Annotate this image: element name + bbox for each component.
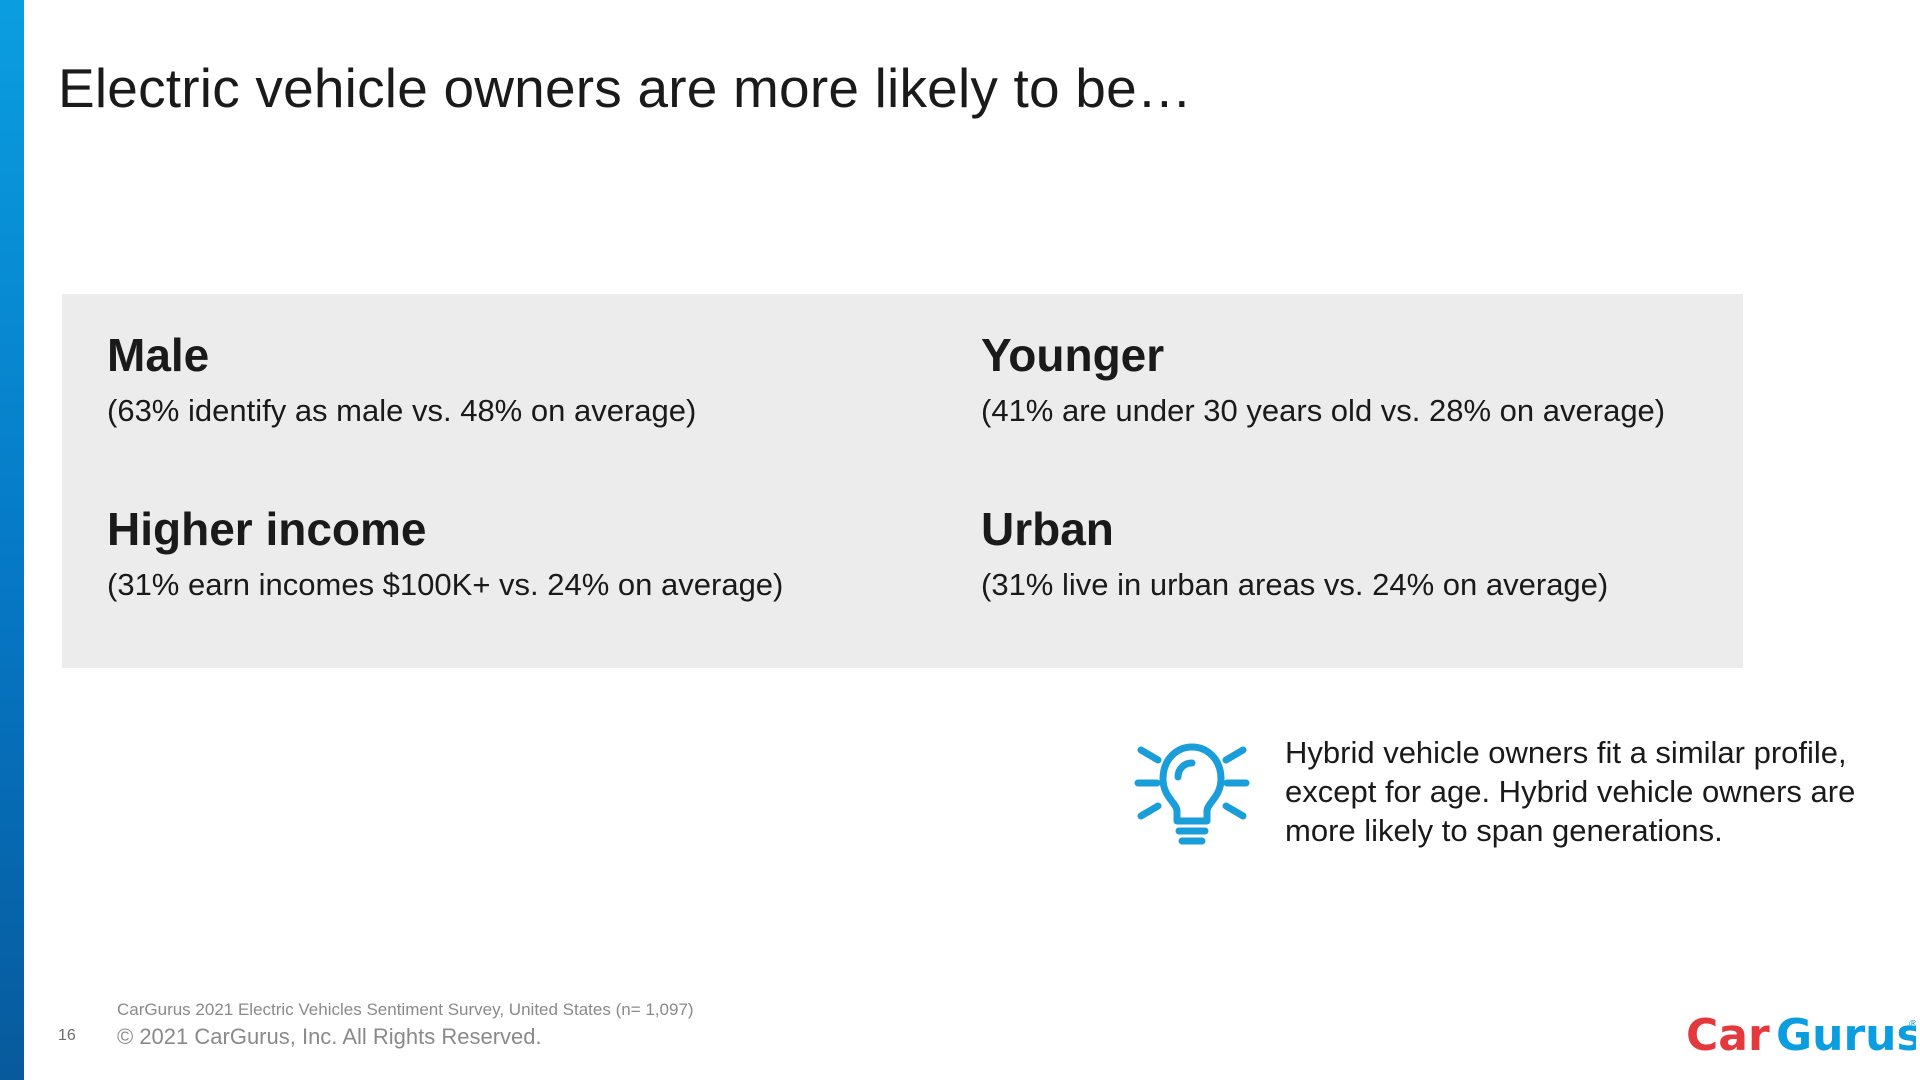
- cargurus-logo: Car Gurus ®: [1686, 1010, 1916, 1061]
- source-note: CarGurus 2021 Electric Vehicles Sentimen…: [117, 1000, 694, 1019]
- page-number: 16: [58, 1027, 76, 1044]
- stat-urban: Urban (31% live in urban areas vs. 24% o…: [981, 504, 1781, 603]
- stats-panel: Male (63% identify as male vs. 48% on av…: [62, 294, 1743, 668]
- stat-detail: (63% identify as male vs. 48% on average…: [107, 392, 697, 428]
- svg-text:®: ®: [1908, 1019, 1916, 1030]
- lightbulb-icon: [1134, 743, 1250, 845]
- stat-heading: Younger: [981, 329, 1165, 381]
- slide-title: Electric vehicle owners are more likely …: [58, 57, 1193, 119]
- stat-detail: (31% earn incomes $100K+ vs. 24% on aver…: [107, 566, 784, 602]
- stat-higher-income: Higher income (31% earn incomes $100K+ v…: [107, 504, 907, 603]
- accent-bar: [0, 0, 24, 1080]
- svg-text:Gurus: Gurus: [1776, 1010, 1916, 1061]
- copyright-notice: © 2021 CarGurus, Inc. All Rights Reserve…: [117, 1024, 542, 1049]
- insight-text: Hybrid vehicle owners fit a similar prof…: [1285, 735, 1856, 848]
- stat-younger: Younger (41% are under 30 years old vs. …: [981, 330, 1781, 429]
- stat-detail: (41% are under 30 years old vs. 28% on a…: [981, 392, 1666, 428]
- stat-heading: Male: [107, 329, 210, 381]
- stat-heading: Urban: [981, 503, 1114, 555]
- stat-detail: (31% live in urban areas vs. 24% on aver…: [981, 566, 1609, 602]
- insight-callout: Hybrid vehicle owners fit a similar prof…: [1125, 733, 1885, 853]
- stat-male: Male (63% identify as male vs. 48% on av…: [107, 330, 907, 429]
- svg-text:Car: Car: [1686, 1010, 1770, 1061]
- stat-heading: Higher income: [107, 503, 427, 555]
